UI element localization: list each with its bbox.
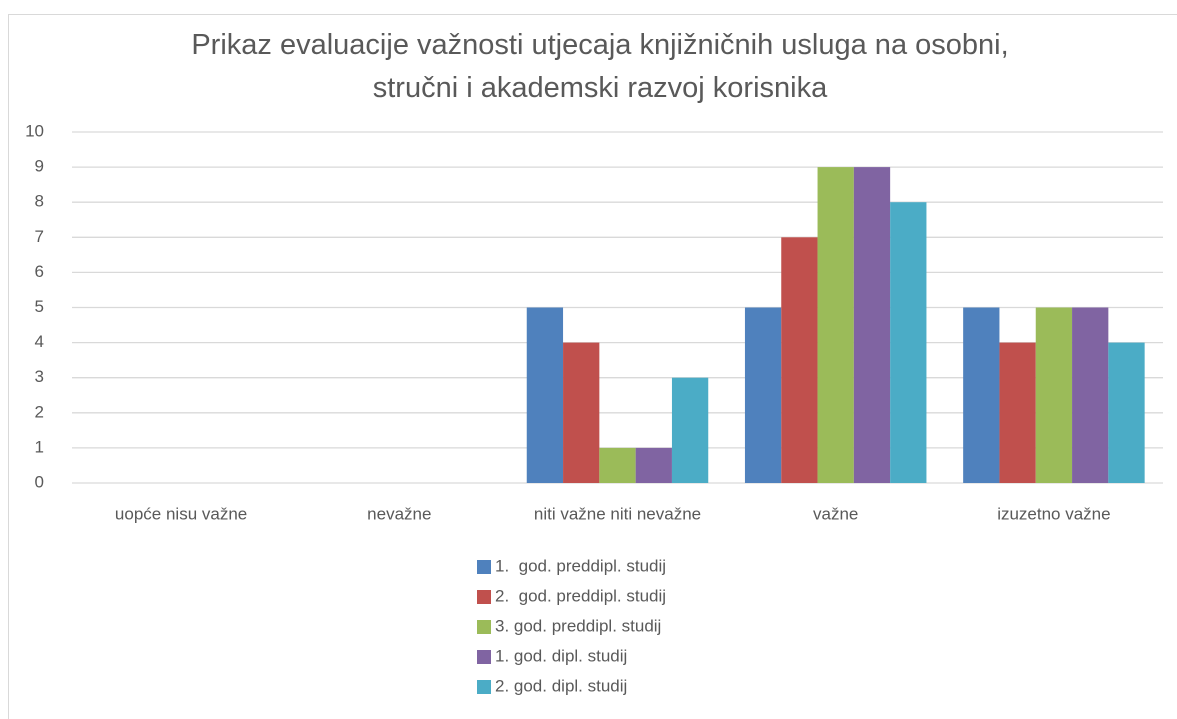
bar: [744, 307, 782, 483]
bar: [1108, 342, 1145, 483]
bar: [817, 167, 854, 483]
y-tick-label: 0: [35, 472, 44, 491]
y-tick-label: 4: [35, 332, 44, 351]
legend-swatch: [477, 560, 491, 574]
y-tick-label: 3: [35, 367, 44, 386]
x-tick-label: uopće nisu važne: [115, 504, 247, 523]
bar: [599, 447, 636, 483]
y-tick-label: 9: [35, 157, 44, 176]
legend-swatch: [477, 680, 491, 694]
y-tick-label: 1: [35, 437, 44, 456]
x-tick-label: niti važne niti nevažne: [534, 504, 701, 523]
bar: [563, 342, 600, 483]
legend-swatch: [477, 620, 491, 634]
y-tick-label: 10: [25, 121, 44, 140]
bar: [781, 237, 818, 483]
legend-label: 1. god. preddipl. studij: [495, 556, 666, 575]
legend-label: 2. god. preddipl. studij: [495, 586, 666, 605]
bar: [853, 167, 891, 483]
x-tick-label: nevažne: [367, 504, 431, 523]
bar: [999, 342, 1036, 483]
y-tick-label: 8: [35, 192, 44, 211]
legend-label: 2. god. dipl. studij: [495, 676, 627, 695]
y-tick-label: 6: [35, 262, 44, 281]
legend-label: 1. god. dipl. studij: [495, 646, 627, 665]
bar: [526, 307, 564, 483]
chart-frame: [8, 14, 1177, 719]
legend-swatch: [477, 650, 491, 664]
bar: [1072, 307, 1109, 483]
legend-label: 3. god. preddipl. studij: [495, 616, 661, 635]
bar: [890, 202, 927, 483]
legend-swatch: [477, 590, 491, 604]
bar: [635, 447, 672, 483]
bar: [963, 307, 1000, 483]
y-tick-label: 7: [35, 227, 44, 246]
x-tick-label: izuzetno važne: [997, 504, 1110, 523]
y-tick-label: 5: [35, 297, 44, 316]
chart-title: Prikaz evaluacije važnosti utjecaja knji…: [191, 29, 1009, 104]
bar: [1035, 307, 1073, 483]
x-tick-label: važne: [813, 504, 858, 523]
y-tick-label: 2: [35, 402, 44, 421]
bar: [671, 377, 709, 483]
